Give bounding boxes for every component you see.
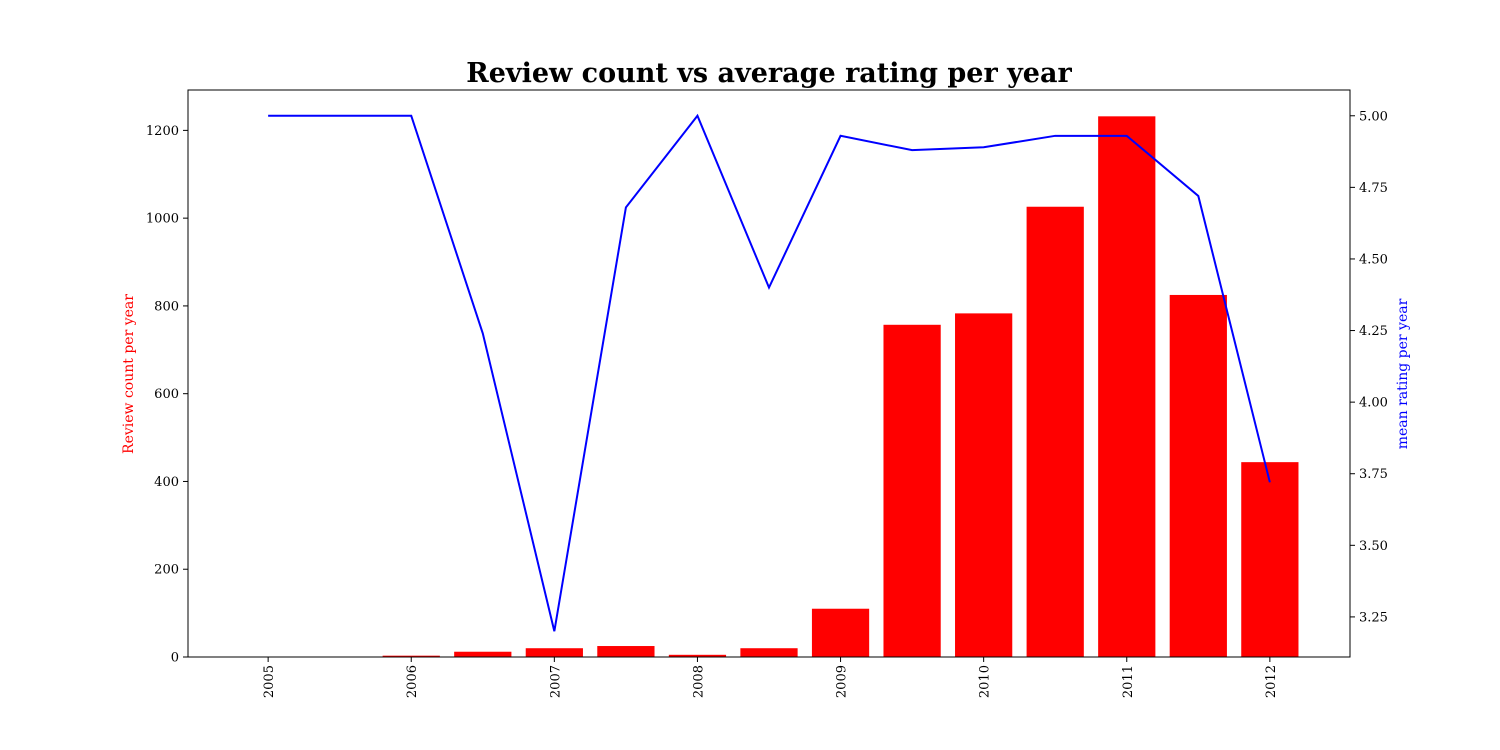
y-axis-label: Review count per year	[121, 294, 137, 454]
chart-title: Review count vs average rating per year	[466, 58, 1072, 89]
bar-10	[955, 313, 1013, 657]
x-tick-label: 2011	[1121, 665, 1136, 698]
y2-tick-label: 4.00	[1359, 396, 1388, 411]
x-tick-label: 2008	[691, 665, 706, 698]
bar-12	[1098, 116, 1156, 657]
x-tick-label: 2010	[978, 665, 993, 698]
y-tick-label: 200	[154, 563, 179, 578]
bar-14	[1241, 462, 1299, 657]
y2-tick-label: 4.50	[1359, 252, 1388, 267]
y2-tick-label: 4.75	[1359, 181, 1388, 196]
line-series	[268, 113, 1271, 632]
y2-tick-label: 4.25	[1359, 324, 1388, 339]
bar-13	[1169, 294, 1227, 657]
bar-3	[454, 651, 512, 657]
bar-series	[239, 116, 1299, 658]
y-axis-right: 3.25 3.50 3.75 4.00 4.25 4.50 4.75 5.00	[1350, 109, 1388, 625]
y2-tick-label: 3.75	[1359, 467, 1388, 482]
y-tick-label: 800	[154, 299, 179, 314]
y-tick-label: 0	[171, 651, 179, 666]
x-tick-label: 2005	[262, 665, 277, 698]
bar-6	[668, 654, 727, 657]
x-axis: 2005 2006 2007 2008 2009 2010 2011 2012	[262, 657, 1279, 698]
bar-9	[883, 324, 941, 657]
plot-frame	[187, 89, 1351, 658]
y2-tick-label: 3.25	[1359, 610, 1388, 625]
y2-axis-label: mean rating per year	[1395, 298, 1411, 449]
y-tick-label: 400	[154, 475, 179, 490]
bar-4	[525, 648, 583, 657]
bar-11	[1026, 206, 1084, 658]
y-tick-label: 1000	[146, 212, 179, 227]
y2-tick-label: 5.00	[1359, 109, 1388, 124]
bar-8	[811, 608, 870, 657]
x-tick-label: 2007	[548, 665, 563, 698]
x-tick-label: 2009	[835, 665, 850, 698]
y-tick-label: 600	[154, 387, 179, 402]
y2-tick-label: 3.50	[1359, 539, 1388, 554]
bar-7	[740, 648, 798, 657]
x-tick-label: 2012	[1264, 665, 1279, 698]
y-tick-label: 1200	[146, 124, 179, 139]
bar-5	[597, 646, 655, 657]
bar-2	[382, 655, 440, 657]
y-axis-left: 0 200 400 600 800 1000 1200	[146, 124, 188, 666]
x-tick-label: 2006	[405, 665, 420, 698]
